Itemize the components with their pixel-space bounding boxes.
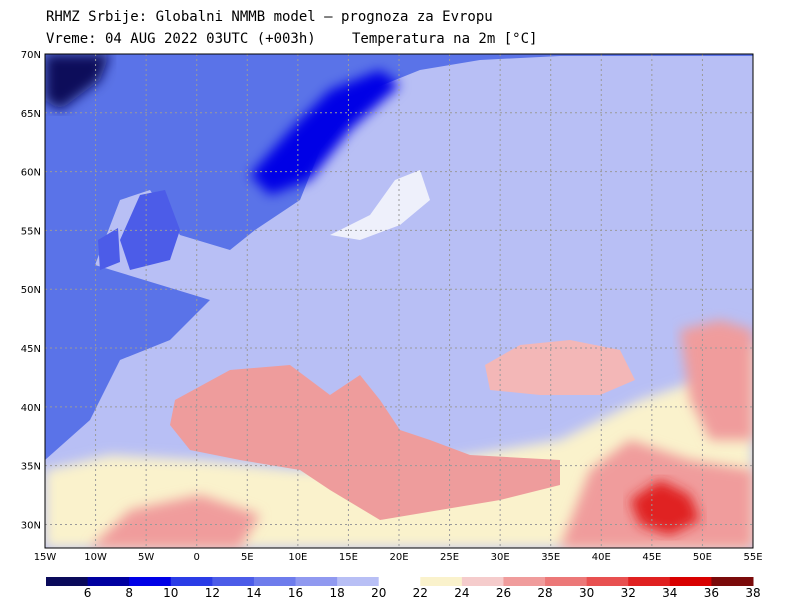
caspian-warm (680, 320, 753, 440)
legend-color-box (295, 577, 338, 586)
legend-label: 36 (704, 586, 719, 600)
legend-label: 16 (288, 586, 303, 600)
latitude-tick-label: 35N (21, 462, 41, 473)
north-africa-hot (90, 440, 753, 548)
latitude-tick-label: 60N (21, 168, 41, 179)
longitude-tick-label: 25E (440, 552, 459, 563)
legend-label: 38 (745, 586, 760, 600)
legend-color-box (378, 577, 421, 586)
legend-color-box (586, 577, 629, 586)
longitude-tick-label: 40E (592, 552, 611, 563)
legend-label: 6 (84, 586, 92, 600)
british-isles (98, 190, 180, 270)
longitude-tick-label: 15E (339, 552, 358, 563)
longitude-tick-label: 15W (34, 552, 57, 563)
scandinavia-cold (250, 70, 400, 195)
forecast-time-label: Vreme: 04 AUG 2022 03UTC (+003h) (46, 31, 316, 47)
middle-east-hottest (630, 480, 700, 535)
legend-label: 24 (454, 586, 469, 600)
longitude-tick-label: 5W (138, 552, 154, 563)
legend-label: 14 (246, 586, 261, 600)
latitude-tick-label: 70N (21, 50, 41, 61)
legend-color-box (46, 577, 89, 586)
legend-color-box (711, 577, 754, 586)
legend-color-box (337, 577, 380, 586)
map-title: RHMZ Srbije: Globalni NMMB model — progn… (46, 9, 493, 25)
longitude-tick-label: 30E (491, 552, 510, 563)
latitude-tick-label: 50N (21, 285, 41, 296)
legend-label: 22 (413, 586, 428, 600)
graticule (45, 54, 753, 548)
legend-color-box (420, 577, 463, 586)
legend-label: 20 (371, 586, 386, 600)
legend-color-box (129, 577, 172, 586)
longitude-tick-label: 10E (288, 552, 307, 563)
latitude-tick-label: 40N (21, 403, 41, 414)
legend-color-box (461, 577, 504, 586)
legend-label: 32 (621, 586, 636, 600)
legend-label: 12 (205, 586, 220, 600)
legend-color-box (669, 577, 712, 586)
legend-label: 10 (163, 586, 178, 600)
legend-label: 28 (537, 586, 552, 600)
legend-color-box (628, 577, 671, 586)
legend-label: 34 (662, 586, 677, 600)
legend-label: 26 (496, 586, 511, 600)
legend-label: 18 (329, 586, 344, 600)
north-atlantic-cold (45, 54, 110, 110)
black-sea (485, 340, 635, 395)
latitude-tick-label: 65N (21, 109, 41, 120)
latitude-tick-label: 55N (21, 226, 41, 237)
legend-color-box (503, 577, 546, 586)
longitude-tick-label: 20E (389, 552, 408, 563)
legend-color-box (170, 577, 213, 586)
legend-color-box (253, 577, 297, 586)
north-africa-warm (45, 340, 753, 548)
longitude-tick-label: 10W (84, 552, 107, 563)
longitude-tick-label: 55E (743, 552, 762, 563)
longitude-tick-label: 50E (693, 552, 712, 563)
baltic-sea (330, 170, 430, 240)
legend-color-box (212, 577, 255, 586)
legend-label: 8 (125, 586, 133, 600)
longitude-axis: 15W 10W 5W 0 5E 10E 15E 20E 25E 30E 35E 40E 45E 50E 55… (34, 552, 763, 563)
legend-label: 30 (579, 586, 594, 600)
latitude-tick-label: 30N (21, 520, 41, 531)
latitude-tick-label: 45N (21, 344, 41, 355)
longitude-tick-label: 45E (642, 552, 661, 563)
variable-label: Temperatura na 2m [°C] (352, 31, 538, 47)
legend-color-box (545, 577, 588, 586)
map-frame (44, 53, 754, 549)
mediterranean-sea (170, 365, 560, 520)
longitude-tick-label: 35E (541, 552, 560, 563)
longitude-tick-label: 0 (194, 552, 200, 563)
color-scale-legend: 6 8 10 12 14 16 18 20 22 24 26 28 30 32 34 36 38 (46, 577, 761, 600)
latitude-axis: 70N 65N 60N 55N 50N 45N 40N 35N 30N (21, 50, 41, 531)
legend-color-box (87, 577, 130, 586)
longitude-tick-label: 5E (241, 552, 254, 563)
